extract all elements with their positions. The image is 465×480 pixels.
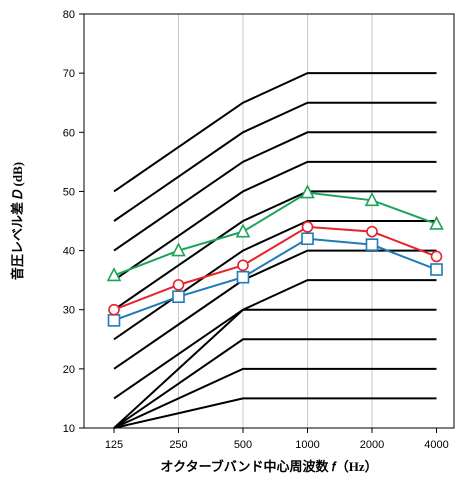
reference-curve-D-45 [113, 220, 437, 341]
y-tick-label-80: 80 [63, 9, 75, 21]
reference-curve-D-30 [113, 308, 437, 429]
x-axis-title: オクターブバンド中心周波数 𝑓（Hz） [160, 459, 377, 474]
reference-curve-D-25 [113, 338, 437, 429]
y-tick-label-40: 40 [63, 246, 75, 258]
reference-curve-D-60 [113, 131, 437, 252]
data-point-1-2000 [365, 238, 379, 251]
y-tick-label-70: 70 [63, 68, 75, 80]
data-point-3-500 [235, 223, 251, 238]
reference-curve-D-20 [113, 367, 437, 429]
data-point-3-250 [171, 242, 186, 257]
data-point-2-2000 [366, 225, 378, 238]
series-group [106, 184, 444, 327]
reference-curve-D-50 [113, 190, 437, 311]
data-point-1-500 [236, 270, 250, 284]
data-point-2-250 [172, 279, 185, 291]
reference-curve-D-55 [113, 160, 437, 281]
series-3 [106, 184, 444, 282]
data-point-2-4000 [430, 250, 443, 263]
data-point-1-4000 [430, 263, 443, 276]
data-point-1-250 [172, 290, 185, 304]
y-tick-label-60: 60 [63, 127, 75, 139]
data-point-3-2000 [364, 192, 380, 207]
x-tick-label-250: 250 [169, 439, 187, 451]
series-1 [107, 232, 443, 327]
y-axis-ticks: 10 20 30 40 50 60 70 80 [63, 9, 84, 435]
reference-curve-D-65 [113, 101, 437, 222]
reference-curve-D-70 [113, 72, 437, 193]
x-tick-label-500: 500 [234, 439, 252, 451]
series-line-2 [113, 225, 437, 311]
x-tick-label-1000: 1000 [295, 439, 319, 451]
y-tick-label-20: 20 [63, 364, 75, 376]
y-axis-title: 音圧レベル差 𝐷 (dB) [10, 162, 25, 280]
reference-curve-D-40 [113, 249, 437, 370]
y-tick-label-10: 10 [63, 423, 75, 435]
x-tick-label-125: 125 [105, 439, 123, 451]
reference-curves [113, 72, 437, 429]
x-tick-label-2000: 2000 [360, 439, 384, 451]
series-line-1 [113, 237, 437, 322]
reference-curve-D-15 [113, 397, 437, 429]
data-point-3-1000 [300, 184, 315, 199]
x-axis-ticks: 125 250 500 1000 2000 4000 [105, 428, 449, 451]
plot-frame [83, 13, 455, 429]
data-point-3-4000 [429, 215, 444, 230]
series-line-3 [113, 191, 437, 277]
x-tick-label-4000: 4000 [424, 439, 448, 451]
data-point-1-125 [107, 314, 121, 327]
y-tick-label-30: 30 [63, 305, 75, 317]
data-point-2-125 [108, 303, 120, 316]
data-point-3-125 [106, 267, 122, 282]
data-point-2-500 [237, 259, 249, 272]
data-point-2-1000 [301, 221, 314, 233]
series-2 [108, 221, 443, 316]
data-point-1-1000 [301, 232, 314, 246]
y-tick-label-50: 50 [63, 186, 75, 198]
reference-curve-D-35 [113, 279, 437, 400]
